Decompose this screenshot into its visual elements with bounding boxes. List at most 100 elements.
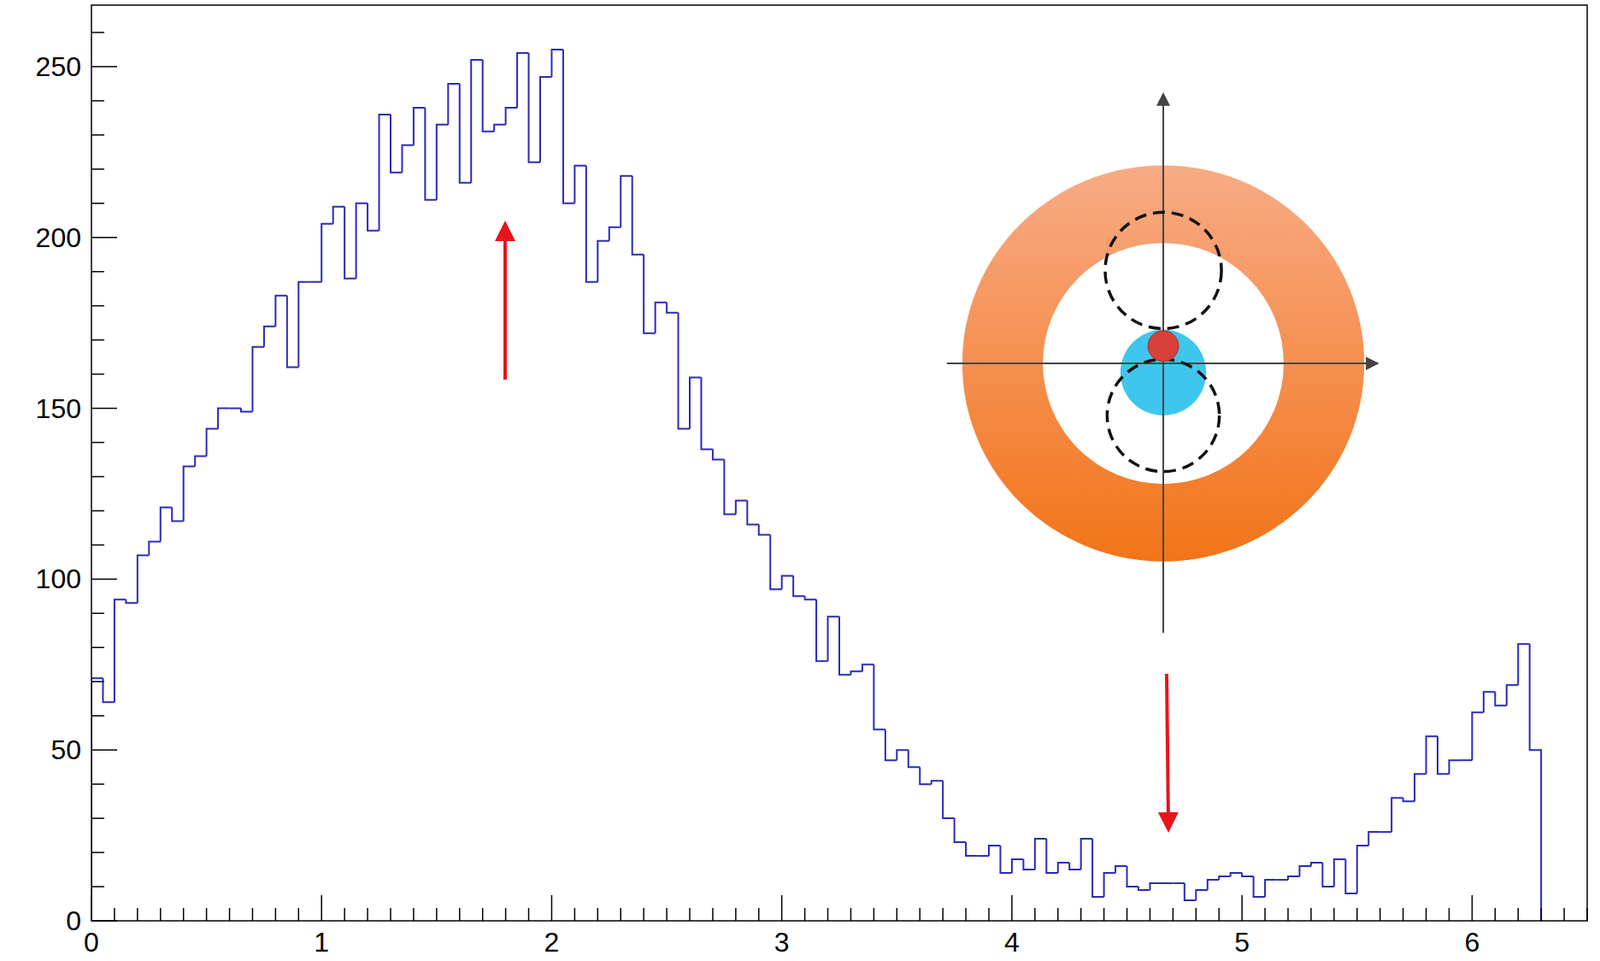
histogram-bin — [988, 845, 1000, 856]
histogram-bin — [321, 223, 333, 283]
histogram-bin — [1127, 865, 1139, 887]
x-minor-tick — [1287, 907, 1289, 921]
x-minor-tick — [229, 907, 231, 921]
x-minor-tick — [827, 907, 830, 921]
x-minor-tick — [988, 907, 990, 921]
x-minor-tick — [1034, 907, 1036, 921]
histogram-bin — [114, 599, 126, 702]
histogram-bin — [1058, 862, 1070, 873]
histogram-bin — [1218, 876, 1230, 880]
histogram-bin — [1161, 882, 1173, 884]
histogram-bin — [1207, 879, 1219, 890]
histogram-bin — [401, 145, 413, 173]
axis-horizontal — [947, 362, 1373, 365]
histogram-bin — [586, 165, 598, 283]
x-minor-tick — [482, 907, 484, 921]
x-minor-tick — [964, 907, 967, 921]
histogram-bin — [447, 83, 459, 125]
histogram-bin — [816, 599, 828, 661]
x-minor-tick — [735, 907, 737, 921]
histogram-bin — [171, 506, 183, 521]
histogram-bin — [1334, 858, 1346, 887]
histogram-bin — [1380, 830, 1392, 833]
histogram-bin — [689, 377, 701, 430]
histogram-bin — [563, 49, 575, 204]
histogram-bin — [459, 83, 471, 183]
y-tick — [91, 748, 118, 751]
histogram-bin — [183, 465, 195, 521]
histogram-bin — [885, 729, 897, 760]
x-tick — [1471, 894, 1474, 921]
y-minor-tick — [91, 681, 105, 683]
histogram-bin — [356, 203, 368, 279]
histogram-bin — [850, 670, 862, 675]
x-tick-label: 1 — [313, 926, 330, 958]
plot-frame — [91, 5, 1588, 921]
histogram-bin — [1172, 882, 1184, 884]
x-minor-tick — [1217, 907, 1220, 921]
histogram-bin — [620, 176, 632, 228]
y-minor-tick — [91, 714, 105, 717]
x-minor-tick — [918, 907, 921, 921]
x-minor-tick — [1563, 907, 1565, 921]
histogram-bin — [160, 506, 172, 542]
histogram-bin — [1276, 878, 1289, 881]
histogram-bin — [1046, 838, 1058, 873]
histogram-bin — [655, 302, 667, 334]
y-tick-label: 250 — [35, 51, 82, 83]
histogram-bin — [252, 347, 264, 412]
x-minor-tick — [1425, 907, 1428, 921]
y-minor-tick — [91, 339, 105, 342]
histogram-bin — [1345, 858, 1357, 894]
y-tick-label: 50 — [50, 734, 82, 765]
histogram-bin — [1184, 882, 1196, 900]
x-minor-tick — [1333, 907, 1336, 921]
histogram-bin — [1448, 759, 1460, 774]
dashed-lobe-lower — [1106, 358, 1219, 471]
histogram-bin — [1322, 862, 1334, 887]
histogram-bin — [873, 664, 885, 730]
histogram-bin — [1311, 862, 1323, 866]
x-minor-tick — [1494, 907, 1497, 921]
inset-diagram — [947, 99, 1373, 633]
histogram-bin — [1299, 865, 1311, 877]
histogram-bin — [862, 664, 874, 671]
histogram-bin — [919, 766, 931, 784]
histogram-bin — [977, 854, 989, 857]
histogram-bin — [551, 49, 563, 77]
histogram-bin — [470, 59, 483, 183]
x-tick-label: 5 — [1234, 926, 1250, 958]
histogram-bin — [91, 677, 103, 921]
histogram-bin — [1104, 872, 1116, 897]
x-minor-tick — [711, 907, 714, 921]
histogram-bin — [712, 449, 724, 460]
x-tick — [781, 894, 783, 921]
y-tick — [91, 236, 118, 239]
histogram-bin — [678, 312, 690, 430]
histogram-bin — [1081, 838, 1093, 870]
histogram-bin — [275, 295, 287, 327]
x-tick-label: 3 — [774, 926, 790, 958]
histogram-bin — [148, 541, 160, 555]
y-tick — [91, 407, 118, 410]
histogram-bin — [931, 780, 943, 784]
x-tick — [90, 894, 93, 921]
x-tick — [551, 894, 553, 921]
histogram-bin — [1115, 865, 1127, 873]
y-minor-tick — [91, 134, 105, 136]
axis-vertical — [1162, 99, 1165, 633]
histogram-bin — [954, 817, 966, 842]
y-tick — [91, 919, 118, 922]
histogram-bin — [517, 52, 529, 108]
histogram-bin — [908, 749, 920, 767]
histogram-bin — [333, 206, 345, 224]
y-minor-tick — [91, 441, 105, 444]
red-dot — [1147, 330, 1179, 362]
chart: 0123456050100150200250 — [0, 0, 1600, 961]
x-minor-tick — [435, 907, 438, 921]
dashed-lobe-upper — [1105, 211, 1222, 329]
y-minor-tick — [91, 817, 105, 819]
y-tick-label: 150 — [35, 393, 82, 424]
x-minor-tick — [1080, 907, 1083, 921]
x-minor-tick — [1448, 907, 1451, 921]
